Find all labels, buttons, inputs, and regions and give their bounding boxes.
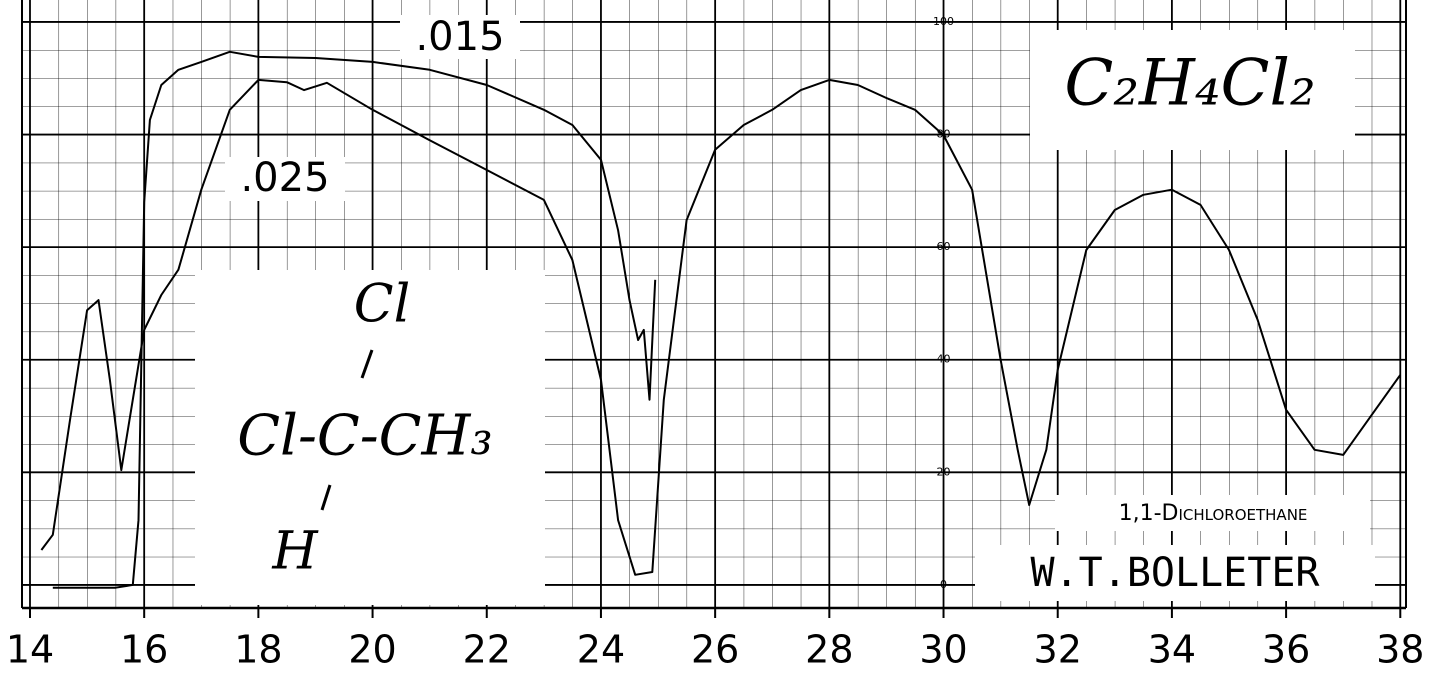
structure-text: Cl [354, 275, 410, 335]
label-box [400, 15, 520, 59]
y-tick-label: 0 [940, 578, 947, 591]
author: W.T.BOLLETER [1031, 550, 1321, 596]
x-tick-label: 28 [805, 628, 853, 672]
x-tick-label: 34 [1148, 628, 1196, 672]
series-label: .025 [240, 155, 329, 201]
author-box [975, 545, 1375, 601]
formula-box [1030, 30, 1355, 150]
x-tick-label: 32 [1034, 628, 1082, 672]
y-tick-label: 100 [933, 15, 954, 28]
x-tick-label: 20 [348, 628, 396, 672]
x-tick-label: 26 [691, 628, 739, 672]
structure-text: H [271, 522, 319, 582]
x-tick-label: 24 [577, 628, 625, 672]
spectrum-line [40, 78, 1402, 576]
name-box [1055, 495, 1370, 531]
y-tick-label: 20 [937, 465, 951, 478]
x-tick-label: 38 [1376, 628, 1424, 672]
y-tick-label: 40 [937, 353, 951, 366]
x-tick-label: 14 [6, 628, 54, 672]
bond [360, 349, 374, 379]
structure-text: Cl-C-CH₃ [237, 404, 493, 469]
spectrum-line [52, 50, 657, 589]
label-box [225, 157, 345, 201]
formula: C₂H₄Cl₂ [1064, 47, 1315, 121]
y-tick-label: 60 [937, 240, 951, 253]
bond [320, 484, 332, 511]
x-tick-label: 22 [463, 628, 511, 672]
x-tick-label: 36 [1262, 628, 1310, 672]
x-tick-label: 18 [234, 628, 282, 672]
x-tick-label: 16 [120, 628, 168, 672]
x-tick-label: 30 [919, 628, 967, 672]
structure-box [195, 270, 545, 605]
compound-name: 1,1-Dichloroethane [1119, 501, 1308, 526]
series-label: .015 [415, 14, 504, 60]
